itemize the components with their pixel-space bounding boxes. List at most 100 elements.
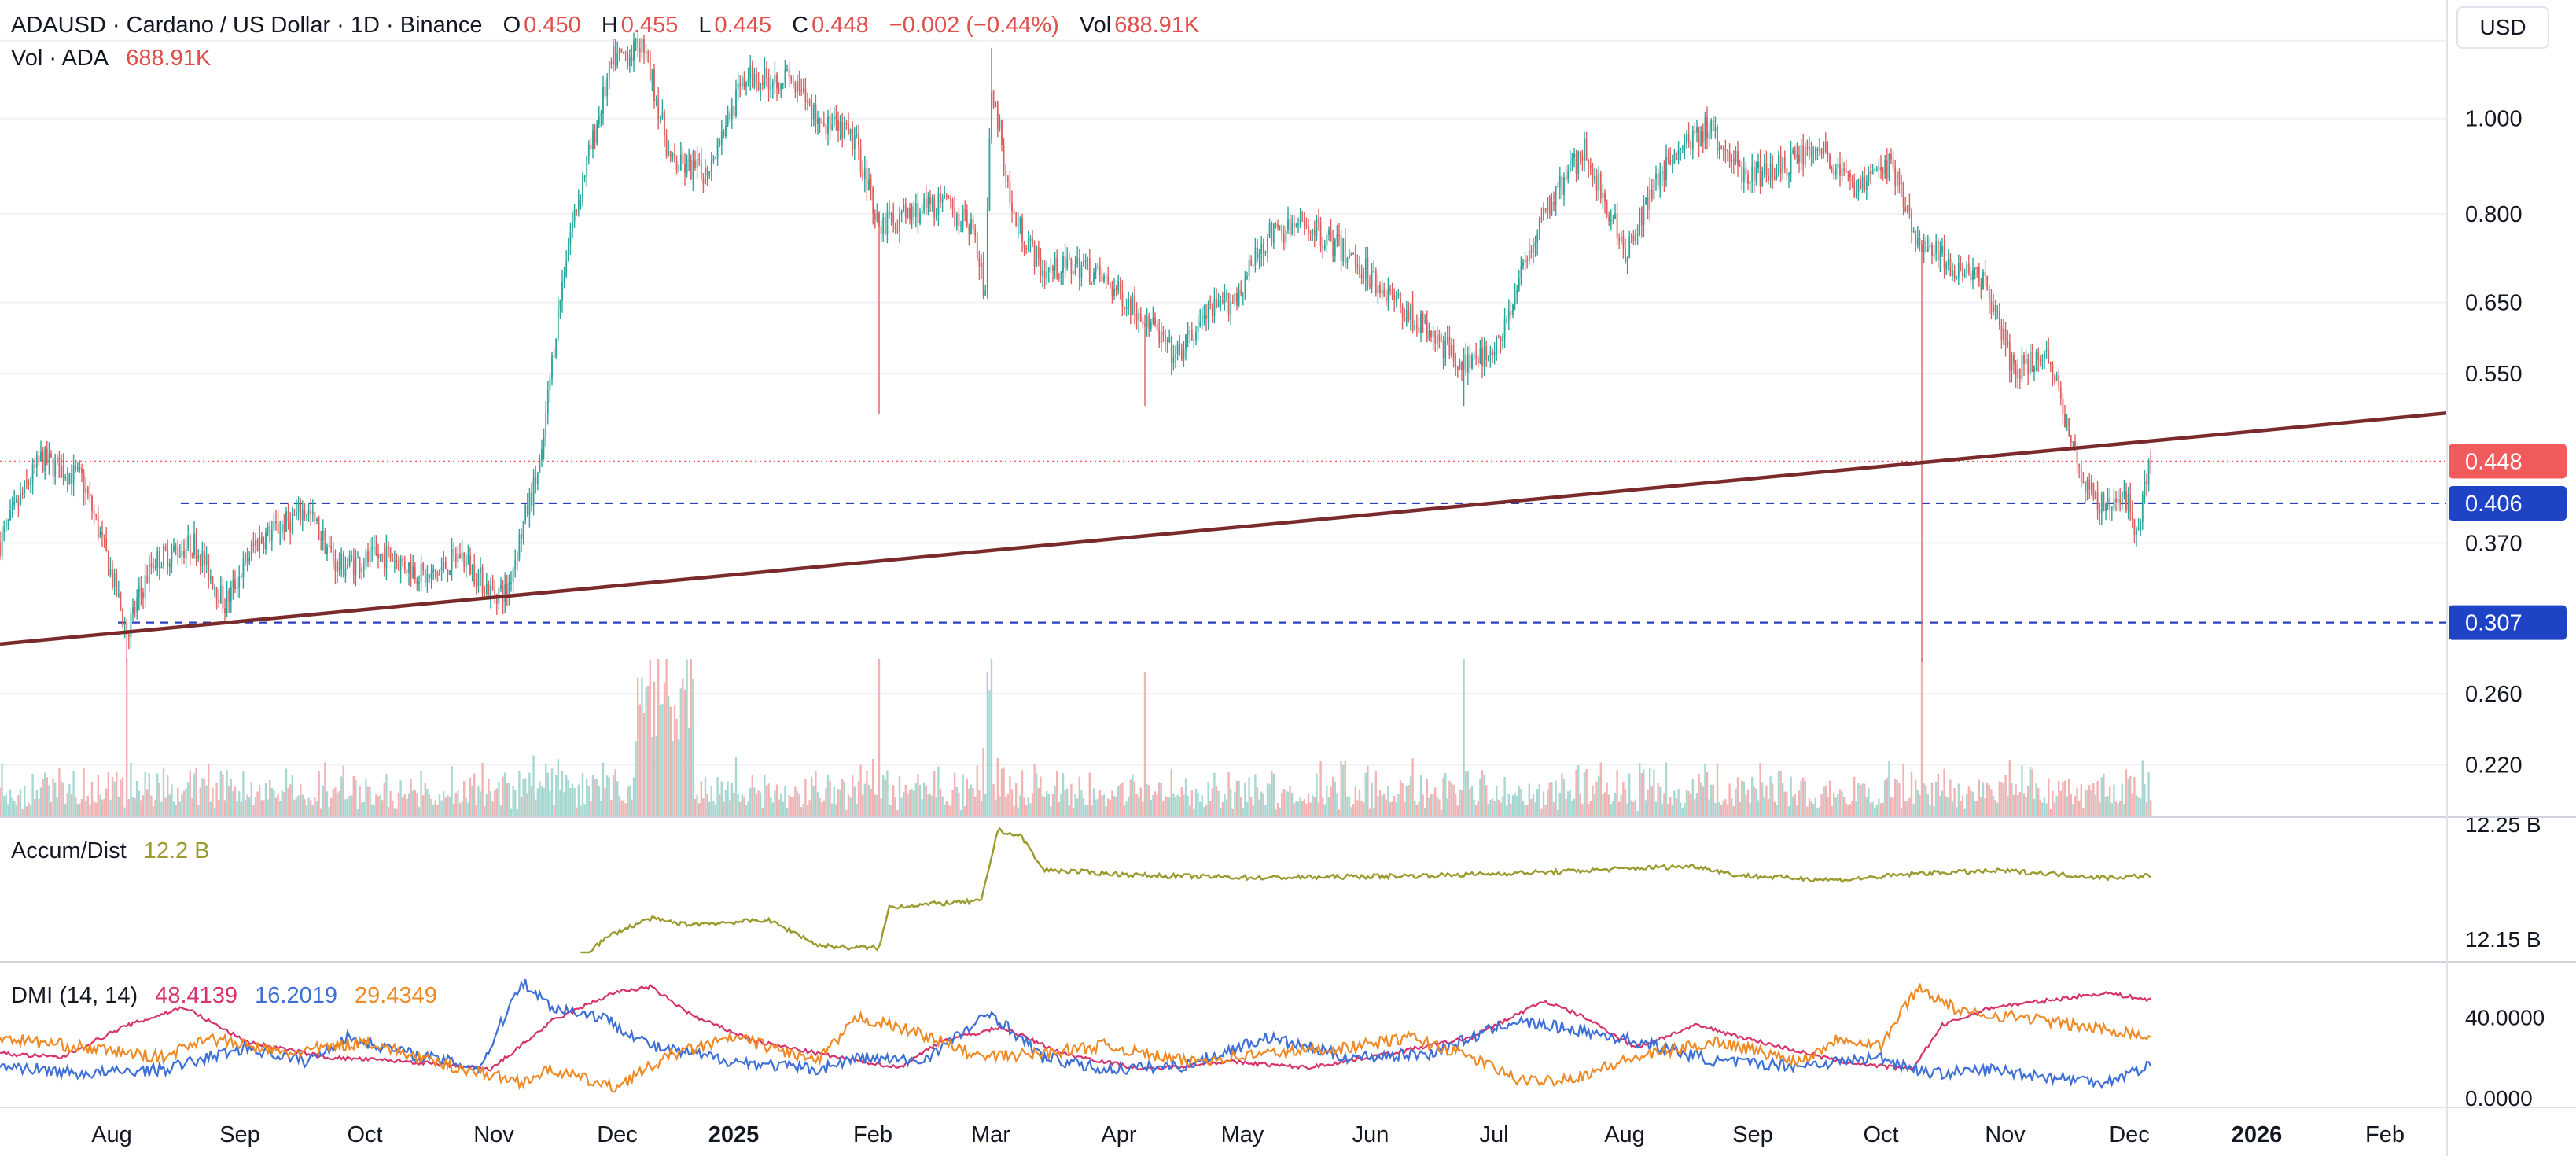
candle-body[interactable] — [1073, 273, 1074, 275]
candle-body[interactable] — [1213, 298, 1216, 316]
candle-body[interactable] — [1132, 296, 1134, 315]
candle-body[interactable] — [557, 307, 559, 339]
candle-body[interactable] — [246, 554, 248, 562]
candle-body[interactable] — [532, 477, 535, 506]
candle-body[interactable] — [300, 503, 302, 521]
candle-body[interactable] — [224, 608, 226, 613]
candle-body[interactable] — [379, 554, 381, 559]
candle-body[interactable] — [1681, 147, 1684, 149]
candle-body[interactable] — [743, 77, 745, 87]
candle-body[interactable] — [340, 553, 343, 570]
candle-body[interactable] — [1526, 259, 1529, 262]
candle-body[interactable] — [1418, 327, 1420, 333]
candle-body[interactable] — [412, 567, 414, 578]
candle-body[interactable] — [416, 579, 418, 584]
candle-body[interactable] — [491, 585, 494, 589]
candle-body[interactable] — [214, 587, 215, 589]
candle-body[interactable] — [835, 116, 837, 120]
candle-body[interactable] — [602, 87, 604, 114]
candle-body[interactable] — [429, 574, 430, 579]
candle-body[interactable] — [1179, 344, 1181, 351]
candle-body[interactable] — [1043, 270, 1046, 278]
candle-body[interactable] — [1323, 245, 1326, 249]
candle-body[interactable] — [1047, 267, 1050, 272]
candle-body[interactable] — [996, 101, 999, 130]
candle-body[interactable] — [2064, 414, 2066, 427]
candle-body[interactable] — [886, 211, 889, 234]
candle-body[interactable] — [974, 229, 977, 236]
candle-body[interactable] — [168, 562, 171, 567]
candle-body[interactable] — [1855, 192, 1857, 197]
candle-body[interactable] — [1687, 134, 1690, 142]
candle-body[interactable] — [351, 555, 353, 560]
candle-body[interactable] — [1479, 348, 1481, 364]
candle-body[interactable] — [205, 554, 208, 566]
candle-body[interactable] — [1328, 230, 1330, 235]
candle-body[interactable] — [393, 560, 396, 562]
candle-body[interactable] — [93, 510, 95, 515]
candle-body[interactable] — [2049, 363, 2052, 365]
candle-body[interactable] — [385, 546, 388, 569]
candle-body[interactable] — [252, 543, 255, 546]
candle-body[interactable] — [1268, 223, 1271, 238]
candle-body[interactable] — [383, 554, 385, 569]
candle-body[interactable] — [403, 561, 406, 570]
candle-body[interactable] — [1117, 281, 1120, 291]
candle-body[interactable] — [402, 558, 404, 562]
candle-body[interactable] — [757, 82, 760, 90]
candle-body[interactable] — [117, 593, 120, 597]
candle-body[interactable] — [1864, 176, 1866, 190]
candle-body[interactable] — [1622, 236, 1625, 249]
candle-body[interactable] — [107, 551, 109, 576]
candle-body[interactable] — [1272, 223, 1275, 243]
candle-body[interactable] — [1845, 171, 1847, 173]
candle-body[interactable] — [232, 579, 234, 587]
candle-body[interactable] — [679, 154, 682, 170]
candle-body[interactable] — [1068, 259, 1070, 260]
candle-body[interactable] — [1207, 304, 1209, 320]
candle-body[interactable] — [1250, 260, 1253, 266]
candle-body[interactable] — [163, 546, 164, 567]
candle-body[interactable] — [1087, 258, 1089, 261]
candle-body[interactable] — [1408, 310, 1410, 321]
candle-body[interactable] — [469, 555, 471, 575]
candle-body[interactable] — [911, 206, 913, 219]
candle-body[interactable] — [1019, 217, 1021, 224]
candle-body[interactable] — [2141, 495, 2144, 522]
candle-body[interactable] — [899, 214, 900, 231]
candle-body[interactable] — [1257, 247, 1258, 259]
time-tick-label[interactable]: May — [1221, 1122, 1264, 1147]
candle-body[interactable] — [543, 436, 545, 450]
candle-body[interactable] — [962, 209, 964, 226]
candle-body[interactable] — [66, 477, 68, 484]
candle-body[interactable] — [369, 549, 371, 562]
candle-body[interactable] — [580, 197, 582, 200]
time-tick-label[interactable]: Dec — [597, 1122, 638, 1147]
candle-body[interactable] — [61, 465, 62, 478]
candle-body[interactable] — [528, 492, 531, 515]
candle-body[interactable] — [1763, 163, 1765, 172]
candle-body[interactable] — [798, 81, 800, 91]
candle-body[interactable] — [819, 118, 821, 123]
candle-body[interactable] — [1295, 224, 1297, 227]
candle-body[interactable] — [1185, 334, 1187, 350]
candle-body[interactable] — [792, 80, 794, 83]
candle-body[interactable] — [1442, 341, 1444, 359]
candle-body[interactable] — [54, 459, 57, 477]
candle-body[interactable] — [240, 576, 242, 578]
candle-body[interactable] — [1673, 153, 1676, 164]
candle-body[interactable] — [1962, 267, 1963, 276]
candle-body[interactable] — [1493, 352, 1496, 355]
candle-body[interactable] — [727, 112, 729, 126]
candle-body[interactable] — [596, 124, 598, 144]
accum-dist-legend[interactable]: Accum/Dist 12.2 B — [11, 838, 213, 864]
candle-body[interactable] — [1915, 230, 1917, 246]
candle-body[interactable] — [839, 121, 841, 131]
candle-body[interactable] — [1301, 219, 1304, 222]
candle-body[interactable] — [101, 532, 103, 535]
candle-body[interactable] — [1088, 258, 1091, 282]
candle-body[interactable] — [1943, 246, 1945, 269]
candle-body[interactable] — [1949, 258, 1952, 276]
candle-body[interactable] — [592, 130, 594, 149]
candle-body[interactable] — [1195, 332, 1197, 341]
